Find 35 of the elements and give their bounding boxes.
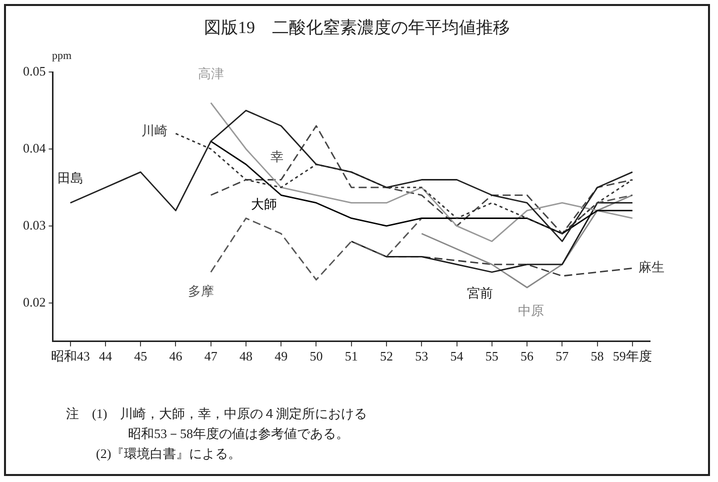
x-tick-label: 51	[344, 348, 358, 364]
x-tick-label: 44	[98, 348, 112, 364]
x-tick-label: 53	[415, 348, 428, 364]
x-tick-label: 50	[310, 348, 323, 364]
x-tick-label: 45	[134, 348, 148, 364]
y-tick-label: 0.05	[23, 63, 46, 78]
x-tick-label: 52	[380, 348, 394, 364]
x-tick-label: 58	[590, 348, 604, 364]
series-label: 大師	[251, 196, 278, 212]
series-label: 中原	[518, 302, 544, 318]
y-axis-title: ppm	[52, 50, 72, 62]
x-tick-label: 55	[485, 348, 498, 364]
x-tick-label: 昭和43	[50, 348, 90, 364]
y-tick-label: 0.02	[23, 294, 46, 310]
series-label: 多摩	[188, 284, 214, 299]
series-label: 田島	[57, 170, 84, 186]
y-tick-label: 0.04	[23, 140, 46, 156]
x-tick-label: 47	[204, 348, 218, 364]
x-tick-label: 49	[274, 348, 288, 364]
x-tick-label: 48	[239, 348, 252, 364]
series-label: 麻生	[638, 260, 664, 275]
series-label: 宮前	[466, 286, 493, 301]
x-tick-label: 56	[520, 348, 534, 364]
series-label: 高津	[198, 66, 224, 82]
x-tick-label: 46	[169, 348, 183, 364]
x-tick-label: 57	[556, 348, 570, 364]
chart-title: 図版19 二酸化窒素濃度の年平均値推移	[203, 17, 511, 39]
text: (2)『環境白書』による。	[95, 445, 242, 463]
series-label: 川崎	[142, 123, 168, 138]
x-tick-label: 54	[450, 348, 464, 364]
series-label: 幸	[270, 149, 284, 164]
text: 昭和53－58年度の値は参考値である。	[127, 425, 350, 443]
x-tick-label: 59年度	[612, 348, 652, 364]
text: 注 (1) 川崎，大師，幸，中原の４測定所における	[66, 405, 368, 423]
y-tick-label: 0.03	[23, 217, 46, 232]
